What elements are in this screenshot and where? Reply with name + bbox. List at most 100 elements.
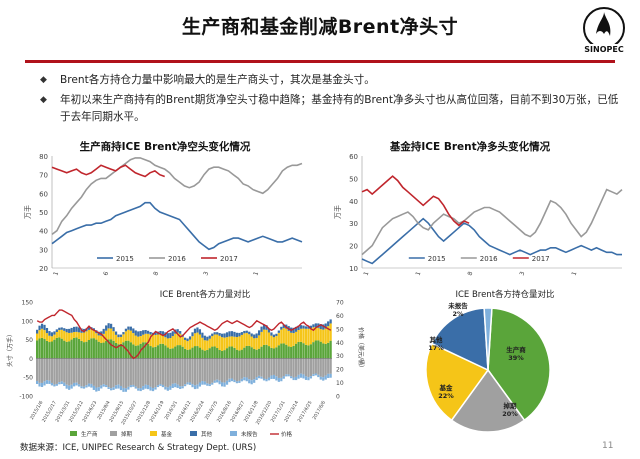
bar-other xyxy=(159,330,162,335)
bar-unreported xyxy=(169,385,172,390)
y-tick-label: 50 xyxy=(25,337,33,344)
bar-swap xyxy=(97,358,100,388)
bar-swap xyxy=(216,358,219,380)
bar-producer xyxy=(176,345,179,359)
bar-other xyxy=(272,334,276,338)
bar-producer xyxy=(275,347,278,359)
legend-label: 价格 xyxy=(281,430,293,438)
series-line-2016 xyxy=(361,188,623,256)
positions-comparison-chart: -100 -50 0 50 100 150 0 10 20 30 40 50 60 70 头寸（万手） 价格（… xyxy=(6,300,365,439)
bar-unreported xyxy=(77,384,81,387)
bar-unreported xyxy=(105,385,108,388)
source-note: 数据来源：ICE, UNIPEC Research & Strategy Dep… xyxy=(20,443,257,453)
bar-other xyxy=(191,332,194,337)
bar-swap xyxy=(151,358,155,389)
bar-unreported xyxy=(265,379,268,382)
bar-fund xyxy=(176,332,179,346)
bar-swap xyxy=(245,358,248,378)
bar-other xyxy=(299,325,303,329)
bar-producer xyxy=(329,340,332,359)
bar-unreported xyxy=(48,380,51,384)
bar-fund xyxy=(188,339,192,350)
y-tick-label: 40 xyxy=(349,198,358,206)
legend-label: 2015 xyxy=(428,255,446,263)
bar-producer xyxy=(85,341,88,359)
bar-producer xyxy=(50,341,54,359)
bar-other xyxy=(147,330,150,334)
bar-unreported xyxy=(181,386,184,389)
bar-producer xyxy=(297,341,300,359)
bar-unreported xyxy=(223,382,226,387)
y-tick-label: 10 xyxy=(349,265,358,273)
bar-unreported xyxy=(282,376,285,379)
y-tick-label: 50 xyxy=(39,209,48,217)
bar-other xyxy=(87,327,91,330)
bar-fund xyxy=(324,328,327,344)
bar-other xyxy=(309,325,313,329)
bar-producer xyxy=(55,337,58,359)
bar-unreported xyxy=(235,381,239,384)
bar-fund xyxy=(85,331,88,342)
bar-unreported xyxy=(186,382,189,385)
bar-other xyxy=(304,326,308,329)
pie-label: 2% xyxy=(452,310,464,318)
bar-producer xyxy=(119,343,123,359)
bar-unreported xyxy=(68,385,71,390)
legend-label: 2016 xyxy=(480,255,498,263)
bar-swap xyxy=(176,358,179,385)
bar-other xyxy=(176,329,179,333)
bar-swap xyxy=(161,358,165,385)
bar-fund xyxy=(63,330,66,341)
bar-producer xyxy=(171,348,174,359)
bar-producer xyxy=(223,350,226,359)
bar-swap xyxy=(228,358,231,379)
bar-producer xyxy=(156,345,160,359)
bar-unreported xyxy=(87,383,91,387)
bar-other xyxy=(280,326,283,330)
bar-unreported xyxy=(238,380,241,383)
bar-producer xyxy=(159,343,162,359)
bar-fund xyxy=(228,336,231,347)
bar-fund xyxy=(87,329,91,340)
bar-unreported xyxy=(73,382,76,387)
bar-fund xyxy=(238,336,241,351)
bar-swap xyxy=(243,358,246,378)
bar-producer xyxy=(68,341,71,359)
bar-producer xyxy=(193,346,197,359)
y2-tick-label: 20 xyxy=(336,367,344,374)
bar-producer xyxy=(114,342,118,359)
bar-producer xyxy=(75,337,78,359)
bar-fund xyxy=(142,334,145,343)
bar-producer xyxy=(302,343,305,359)
chart3-title: ICE Brent各方力量对比 xyxy=(159,290,251,300)
bar-other xyxy=(193,328,197,334)
bar-producer xyxy=(314,340,317,359)
bar-fund xyxy=(117,337,120,345)
bar-swap xyxy=(55,358,58,384)
y2-tick-label: 60 xyxy=(336,313,344,320)
bar-producer xyxy=(97,341,100,359)
bullet-item: ◆ Brent各方持仓力量中影响最大的是生产商头寸，其次是基金头寸。 xyxy=(40,72,620,89)
x-tick-label: 2016/7/5 xyxy=(204,400,220,421)
bar-swap xyxy=(201,358,204,382)
legend-label: 2017 xyxy=(220,255,238,263)
bar-producer xyxy=(228,346,231,359)
bar-producer xyxy=(65,341,68,359)
bar-other xyxy=(63,328,66,331)
bar-swap xyxy=(327,358,330,374)
y-tick-label: 50 xyxy=(349,175,358,183)
bar-fund xyxy=(169,338,172,349)
bar-other xyxy=(258,330,261,336)
bar-fund xyxy=(110,328,113,340)
bar-unreported xyxy=(312,374,315,377)
bar-swap xyxy=(119,358,123,386)
bar-other xyxy=(221,333,224,338)
bar-unreported xyxy=(267,377,271,381)
bar-producer xyxy=(169,348,172,359)
bar-swap xyxy=(68,358,71,386)
bar-producer xyxy=(90,338,93,359)
bar-fund xyxy=(218,335,221,350)
bar-fund xyxy=(250,336,253,348)
bar-unreported xyxy=(188,382,192,385)
